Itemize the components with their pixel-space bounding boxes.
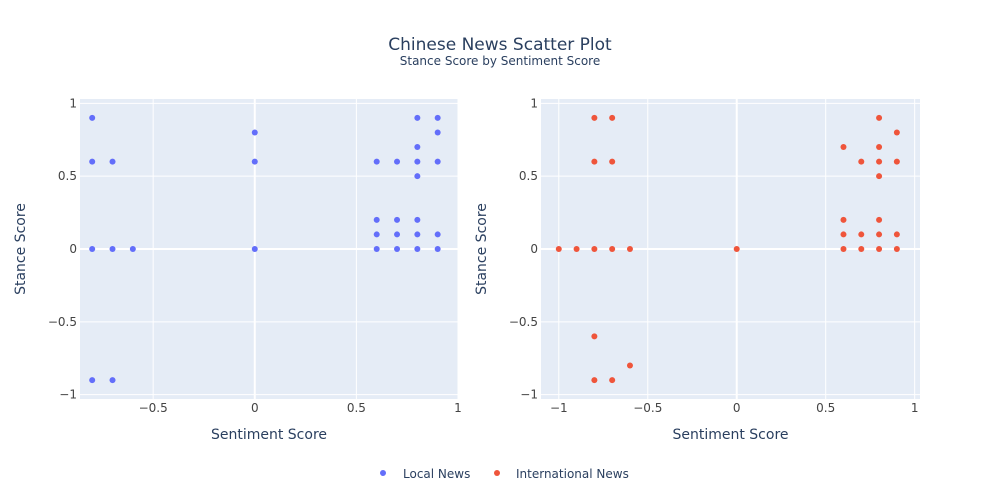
legend[interactable]: Local News International News xyxy=(380,467,629,481)
data-point[interactable] xyxy=(434,231,441,238)
data-point[interactable] xyxy=(609,246,616,252)
y-tick-label: 1 xyxy=(530,96,538,110)
data-point[interactable] xyxy=(858,231,865,238)
chart-title: Chinese News Scatter Plot xyxy=(388,35,612,55)
legend-marker-local-news xyxy=(380,470,386,476)
data-point[interactable] xyxy=(876,144,883,151)
data-point[interactable] xyxy=(840,216,847,223)
data-point[interactable] xyxy=(733,246,740,252)
data-point[interactable] xyxy=(394,231,401,238)
data-point[interactable] xyxy=(414,114,421,121)
scatter-panel-2: −1 −0.5 0 0.5 1 −1 −0.5 0 0.5 1 Sentiment Score Sta… xyxy=(474,96,920,443)
y-tick-label: 0.5 xyxy=(58,169,77,183)
data-point[interactable] xyxy=(876,114,883,121)
data-point[interactable] xyxy=(555,246,562,252)
data-point[interactable] xyxy=(858,158,865,165)
data-point[interactable] xyxy=(251,129,258,136)
data-point[interactable] xyxy=(434,158,441,165)
legend-marker-international-news xyxy=(494,470,500,476)
data-point[interactable] xyxy=(626,362,633,369)
data-point[interactable] xyxy=(876,216,883,223)
legend-label-international-news[interactable]: International News xyxy=(516,467,629,481)
data-point[interactable] xyxy=(414,216,421,223)
data-point[interactable] xyxy=(609,158,616,165)
x-tick-label: 0.5 xyxy=(347,401,366,415)
y-tick-label: −1 xyxy=(59,388,77,402)
data-point[interactable] xyxy=(893,246,900,252)
x-tick-label: −1 xyxy=(550,401,568,415)
data-point[interactable] xyxy=(609,114,616,121)
data-point[interactable] xyxy=(434,114,441,121)
y-tick-label: 1 xyxy=(69,96,77,110)
x-tick-label: 0 xyxy=(251,401,259,415)
y-tick-label: 0 xyxy=(530,242,538,256)
data-point[interactable] xyxy=(414,231,421,238)
data-point[interactable] xyxy=(394,216,401,223)
data-point[interactable] xyxy=(876,246,883,252)
data-point[interactable] xyxy=(109,246,116,252)
data-point[interactable] xyxy=(394,158,401,165)
data-point[interactable] xyxy=(373,246,380,252)
data-point[interactable] xyxy=(434,246,441,252)
data-point[interactable] xyxy=(251,246,258,252)
data-point[interactable] xyxy=(373,216,380,223)
data-point[interactable] xyxy=(109,158,116,165)
y-tick-label: 0 xyxy=(69,242,77,256)
y-axis-title: Stance Score xyxy=(13,203,29,295)
data-point[interactable] xyxy=(373,158,380,165)
data-point[interactable] xyxy=(89,377,96,384)
data-point[interactable] xyxy=(251,158,258,165)
data-point[interactable] xyxy=(573,246,580,252)
data-point[interactable] xyxy=(893,158,900,165)
x-axis-title: Sentiment Score xyxy=(211,427,327,443)
x-tick-label: 0.5 xyxy=(816,401,835,415)
data-point[interactable] xyxy=(840,144,847,151)
data-point[interactable] xyxy=(893,129,900,136)
data-point[interactable] xyxy=(876,231,883,238)
data-point[interactable] xyxy=(414,144,421,151)
data-point[interactable] xyxy=(840,246,847,252)
y-tick-label: −1 xyxy=(520,388,538,402)
data-point[interactable] xyxy=(591,377,598,384)
data-point[interactable] xyxy=(591,114,598,121)
x-tick-label: 1 xyxy=(454,401,462,415)
data-point[interactable] xyxy=(414,173,421,180)
data-point[interactable] xyxy=(609,377,616,384)
data-point[interactable] xyxy=(858,246,865,252)
x-tick-label: 1 xyxy=(911,401,919,415)
data-point[interactable] xyxy=(876,158,883,165)
x-tick-label: −0.5 xyxy=(139,401,168,415)
data-point[interactable] xyxy=(373,231,380,238)
x-axis-title: Sentiment Score xyxy=(672,427,788,443)
data-point[interactable] xyxy=(840,231,847,238)
data-point[interactable] xyxy=(434,129,441,136)
data-point[interactable] xyxy=(591,333,598,340)
data-point[interactable] xyxy=(414,246,421,252)
data-point[interactable] xyxy=(89,246,96,252)
data-point[interactable] xyxy=(89,158,96,165)
data-point[interactable] xyxy=(876,173,883,180)
data-point[interactable] xyxy=(591,158,598,165)
data-point[interactable] xyxy=(414,158,421,165)
x-tick-label: 0 xyxy=(733,401,741,415)
data-point[interactable] xyxy=(89,114,96,121)
data-point[interactable] xyxy=(129,246,136,252)
y-tick-label: −0.5 xyxy=(48,315,77,329)
data-point[interactable] xyxy=(626,246,633,252)
scatter-panel-1: −0.5 0 0.5 1 −1 −0.5 0 0.5 1 Sentiment Score Stanc… xyxy=(13,96,462,443)
y-axis-title: Stance Score xyxy=(474,203,490,295)
legend-label-local-news[interactable]: Local News xyxy=(403,467,470,481)
data-point[interactable] xyxy=(591,246,598,252)
y-tick-label: 0.5 xyxy=(519,169,538,183)
chart-subtitle: Stance Score by Sentiment Score xyxy=(400,54,600,68)
data-point[interactable] xyxy=(893,231,900,238)
x-tick-label: −0.5 xyxy=(633,401,662,415)
data-point[interactable] xyxy=(394,246,401,252)
data-point[interactable] xyxy=(109,377,116,384)
y-tick-label: −0.5 xyxy=(509,315,538,329)
